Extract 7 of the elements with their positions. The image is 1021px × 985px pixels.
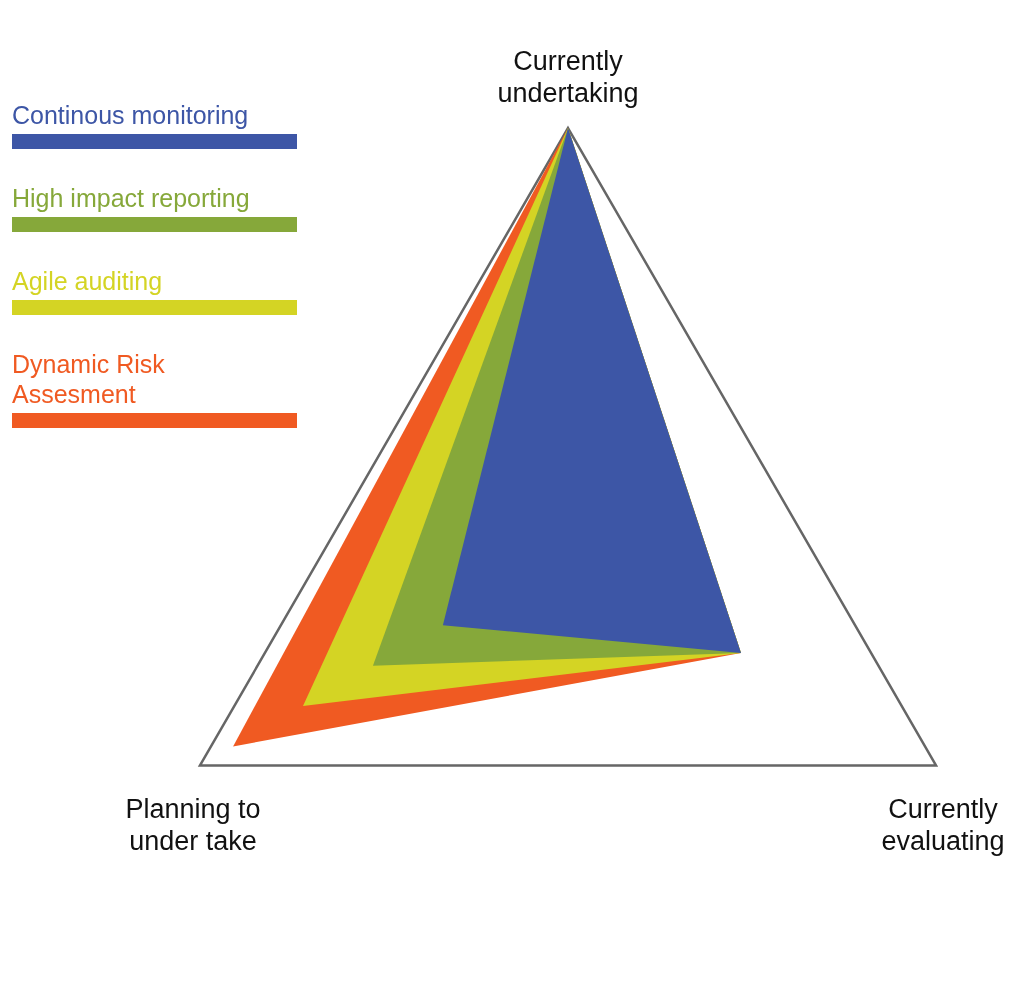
spoke-label: Currently undertaking (497, 46, 639, 108)
text: Dynamic Risk Assesment (12, 349, 166, 409)
spoke-label: Currently evaluating (881, 793, 1005, 856)
spoke-label: Planning to under take (125, 793, 261, 856)
text: High impact reporting (12, 183, 251, 213)
text: Agile auditing (12, 266, 164, 296)
text: Continous monitoring (12, 100, 250, 130)
